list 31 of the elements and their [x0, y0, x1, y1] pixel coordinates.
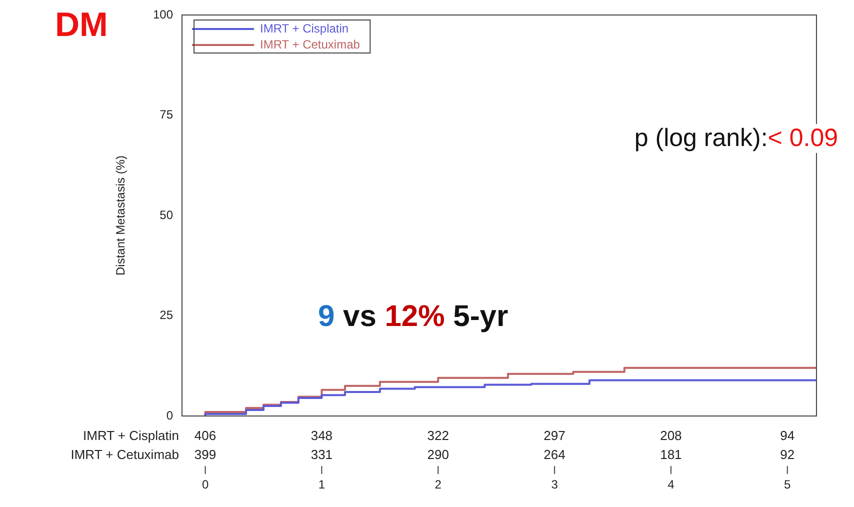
text: 399 [194, 447, 216, 462]
x-tick-label: 3 [551, 478, 558, 492]
text: 322 [427, 428, 449, 443]
annotation: p (log rank):< 0.09 [634, 124, 838, 152]
y-tick-label: 50 [160, 208, 174, 222]
y-tick-label: 25 [160, 308, 174, 322]
text: 331 [310, 447, 333, 462]
x-tick-label: 4 [668, 478, 675, 492]
text: 297 [544, 428, 566, 443]
annotation: 9 vs 12% 5-yr [318, 300, 508, 333]
x-tick-label: 0 [202, 478, 209, 492]
text: IMRT + Cetuximab [70, 447, 179, 462]
y-tick-label: 75 [160, 108, 174, 122]
text: 264 [544, 447, 566, 462]
text: 348 [310, 428, 333, 443]
x-tick-label: 2 [434, 478, 442, 492]
y-axis-title: Distant Metastasis (%) [114, 155, 128, 276]
chart-title: DM [55, 6, 108, 45]
x-tick-label: 1 [318, 478, 326, 492]
y-tick-label: 0 [166, 408, 174, 422]
text: IMRT + Cisplatin [83, 428, 179, 443]
text: 290 [427, 447, 449, 462]
text: IMRT + Cetuximab [260, 37, 360, 52]
text: 406 [194, 428, 216, 443]
text: 181 [660, 447, 682, 462]
text: IMRT + Cisplatin [260, 21, 349, 36]
x-tick-label: 5 [784, 478, 792, 492]
y-tick-label: 100 [152, 7, 174, 22]
text: 208 [660, 428, 682, 443]
text: 92 [780, 447, 795, 462]
text: 94 [780, 428, 795, 443]
